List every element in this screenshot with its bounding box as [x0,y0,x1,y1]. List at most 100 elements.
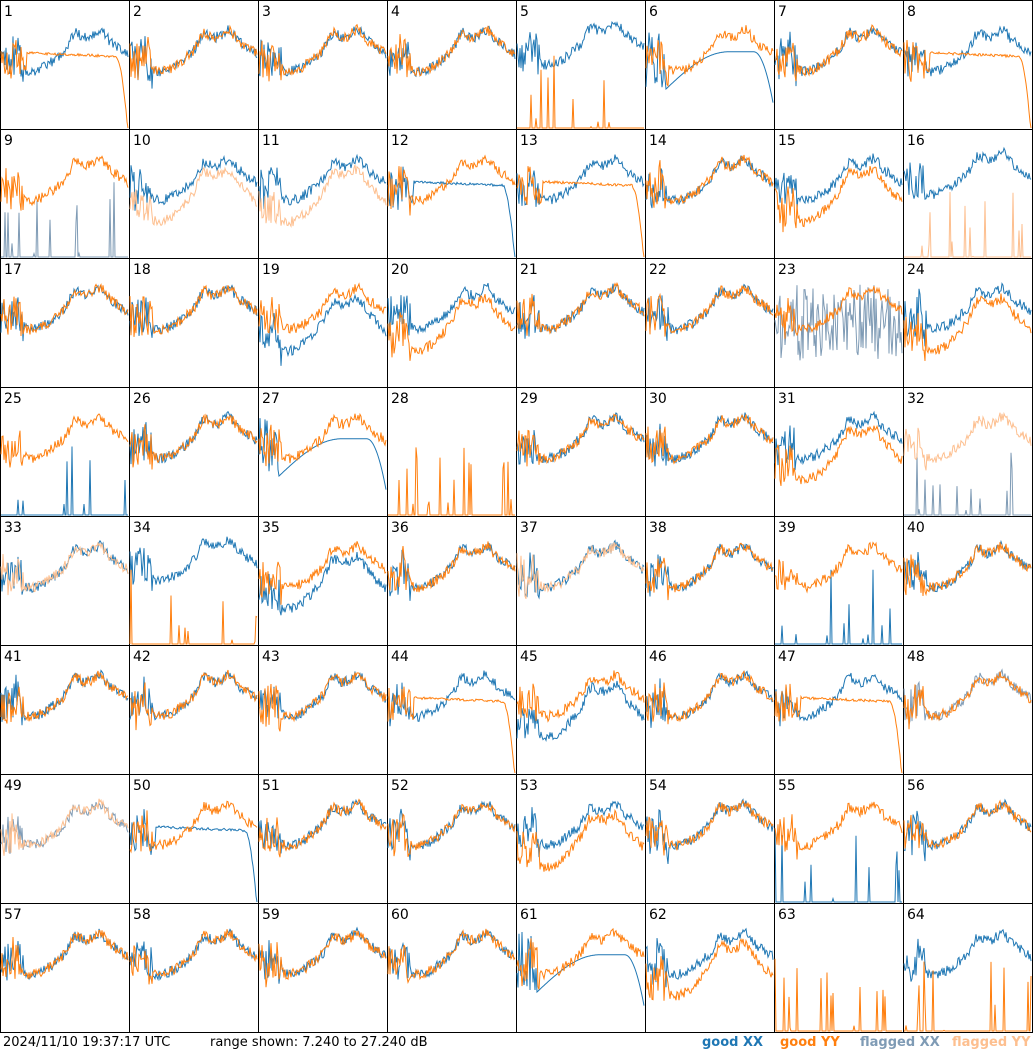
series-yy [258,541,387,605]
series-yy [129,284,258,337]
panel-label: 39 [778,520,796,536]
panel-label: 13 [520,133,538,149]
panel-60: 60 [387,903,517,1033]
series-yy [387,928,516,985]
panel-frame [903,645,1033,775]
panel-frame [516,903,646,1033]
series-yy [0,670,129,724]
series-yy [903,39,1032,129]
series-yy [387,802,516,858]
series-yy [774,286,903,339]
series-xx [516,800,645,858]
panel-label: 53 [520,778,538,794]
series-xx [0,539,129,595]
series-xx [645,32,774,103]
panel-label: 48 [907,649,925,665]
panel-label: 38 [649,520,667,536]
panel-frame [0,774,130,904]
panel-label: 58 [133,907,151,923]
panel-24: 24 [903,258,1033,388]
series-yy [387,25,516,78]
panel-63: 63 [774,903,904,1033]
panel-label: 57 [4,907,22,923]
panel-label: 45 [520,649,538,665]
panel-frame [903,0,1033,130]
panel-frame [774,258,904,388]
series-yy [774,541,903,594]
panel-20: 20 [387,258,517,388]
panel-label: 25 [4,391,22,407]
panel-15: 15 [774,129,904,259]
series-yy [258,798,387,858]
panel-frame [645,0,775,130]
panel-frame [903,516,1033,646]
panel-50: 50 [129,774,259,904]
panel-label: 8 [907,4,916,20]
series-yy [0,929,129,979]
panel-label: 6 [649,4,658,20]
panel-12: 12 [387,129,517,259]
series-xx [903,146,1032,200]
range-label: range shown: 7.240 to 27.240 dB [210,1035,428,1050]
panel-label: 32 [907,391,925,407]
series-yy [129,166,258,227]
series-xx [903,928,1032,982]
panel-frame [387,387,517,517]
panel-label: 14 [649,133,667,149]
panel-label: 42 [133,649,151,665]
panel-41: 41 [0,645,130,775]
panel-frame [129,387,259,517]
panel-frame [645,774,775,904]
panel-46: 46 [645,645,775,775]
series-yy [129,413,258,470]
series-yy [903,799,1032,850]
panel-label: 56 [907,778,925,794]
series-yy [258,282,387,334]
panel-label: 21 [520,262,538,278]
series-xx [903,798,1032,862]
panel-label: 46 [649,649,667,665]
panel-37: 37 [516,516,646,646]
panel-28: 28 [387,387,517,517]
panel-29: 29 [516,387,646,517]
panel-label: 54 [649,778,667,794]
panel-14: 14 [645,129,775,259]
panel-38: 38 [645,516,775,646]
panel-17: 17 [0,258,130,388]
panel-8: 8 [903,0,1033,130]
panel-frame [0,387,130,517]
panel-label: 22 [649,262,667,278]
panel-18: 18 [129,258,259,388]
panel-frame [129,0,259,130]
panel-label: 4 [391,4,400,20]
series-xx [645,927,774,988]
series-xx [516,283,645,339]
panel-53: 53 [516,774,646,904]
series-yy [516,670,645,723]
series-xx [258,552,387,616]
timestamp: 2024/11/10 19:37:17 UTC [3,1035,171,1050]
series-yy [774,801,903,860]
panel-label: 30 [649,391,667,407]
series-xx [258,418,387,490]
series-yy [903,671,1032,730]
panel-64: 64 [903,903,1033,1033]
series-xx [516,154,645,207]
panel-label: 20 [391,262,409,278]
panel-label: 62 [649,907,667,923]
panel-9: 9 [0,129,130,259]
series-yy [129,800,258,854]
series-yy [258,412,387,467]
panel-51: 51 [258,774,388,904]
panel-16: 16 [903,129,1033,259]
panel-label: 52 [391,778,409,794]
series-yy [774,683,903,774]
series-xx [516,21,645,75]
panel-35: 35 [258,516,388,646]
panel-2: 2 [129,0,259,130]
series-yy [904,191,1031,258]
panel-21: 21 [516,258,646,388]
panel-label: 16 [907,133,925,149]
panel-34: 34 [129,516,259,646]
panel-23: 23 [774,258,904,388]
